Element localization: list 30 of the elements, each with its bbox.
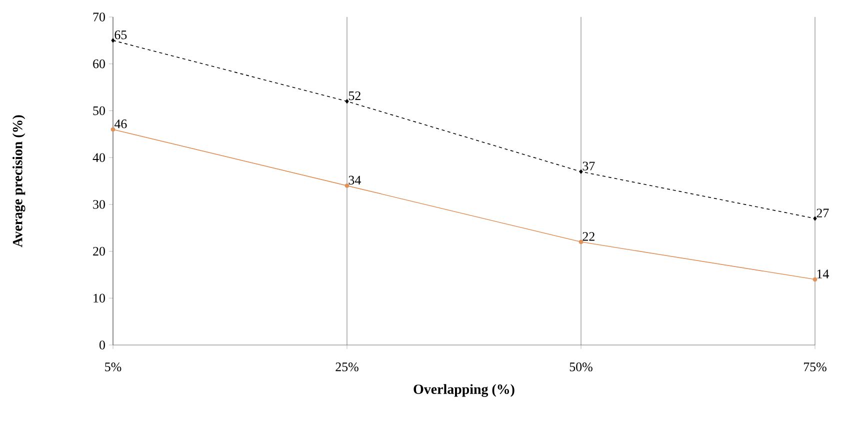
- y-tick-label: 0: [100, 340, 105, 350]
- point: [812, 277, 818, 282]
- point: [579, 169, 583, 174]
- y-tick-label: 20: [93, 246, 105, 256]
- y-tick-label: 40: [92, 153, 105, 162]
- data-label: 46: [114, 120, 127, 128]
- point: [345, 99, 349, 104]
- x-tick-label: 25%: [336, 362, 358, 372]
- data-label: 27: [816, 208, 829, 218]
- point: [813, 216, 817, 221]
- y-tick-label: 10: [94, 294, 105, 303]
- y-tick-label: 60: [93, 59, 105, 68]
- y-tick-label: 50: [93, 106, 105, 116]
- point: [110, 127, 116, 132]
- x-axis-title: Overlapping (%): [414, 384, 514, 397]
- data-label: 65: [114, 30, 127, 40]
- y-tick-label: 30: [93, 200, 105, 209]
- point: [344, 183, 350, 188]
- data-label: 37: [582, 162, 595, 170]
- x-tick-label: 75%: [804, 362, 826, 372]
- data-label: 22: [582, 232, 594, 241]
- data-label: 34: [348, 176, 361, 184]
- point: [578, 240, 584, 244]
- data-label: 52: [348, 91, 360, 100]
- x-tick-label: 50%: [570, 362, 592, 372]
- y-axis-title: Average precision (%): [12, 115, 26, 248]
- x-tick-label: 5%: [105, 362, 122, 372]
- data-label: 14: [817, 270, 829, 278]
- point: [111, 38, 115, 43]
- y-tick-label: 70: [93, 12, 105, 22]
